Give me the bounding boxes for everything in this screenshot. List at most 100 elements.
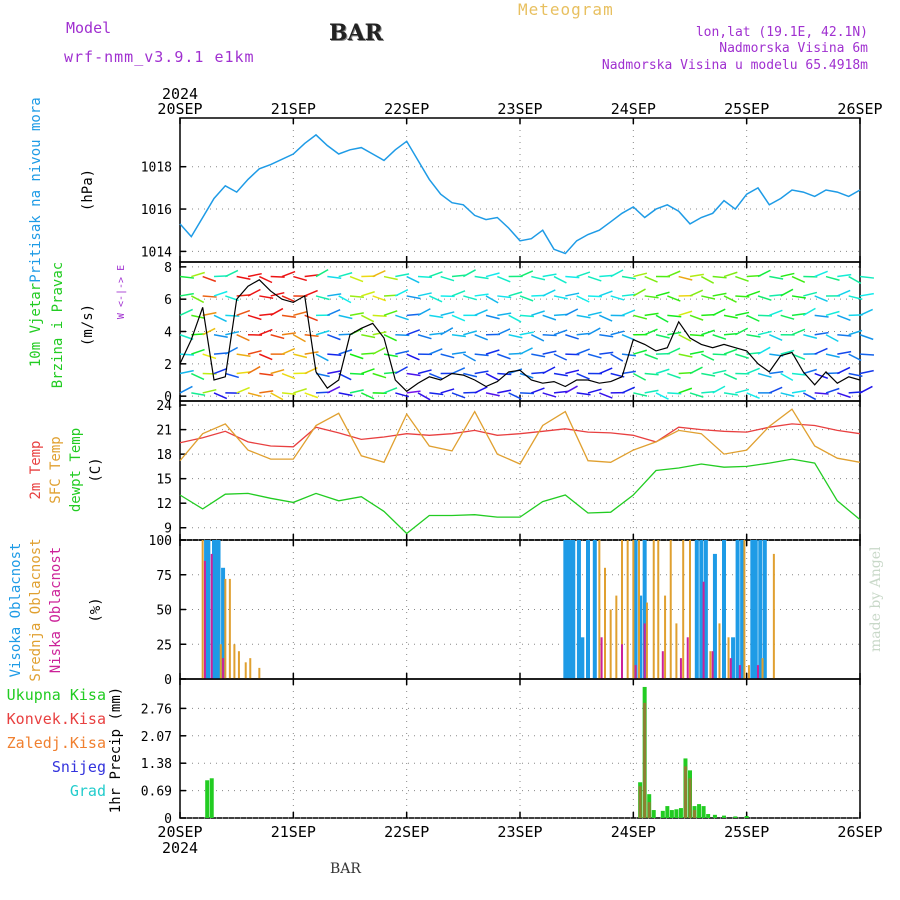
- y-tick-label: 75: [156, 569, 172, 584]
- wind-barb: [451, 274, 467, 278]
- cloud-bar: [689, 540, 691, 679]
- wind-barb: [848, 329, 863, 336]
- wind-barb: [837, 366, 851, 375]
- wind-barb: [395, 350, 410, 355]
- axis-label-cloud: Visoka Oblacnost: [8, 543, 24, 678]
- cloud-bar: [722, 540, 726, 679]
- wind-barb: [814, 392, 829, 395]
- wind-barb: [814, 331, 829, 336]
- y-tick-label: 0: [164, 390, 172, 405]
- wind-barb: [678, 353, 693, 358]
- wind-barb: [644, 328, 658, 336]
- wind-barb: [791, 275, 806, 283]
- y-tick-label: 1.38: [141, 757, 172, 772]
- wind-barb: [655, 314, 669, 323]
- wind-barb: [293, 275, 307, 282]
- wind-barb: [814, 347, 828, 355]
- cloud-bar: [632, 540, 635, 679]
- wind-barb: [791, 353, 806, 361]
- cloud-bar: [586, 540, 590, 679]
- cloud-bar: [703, 540, 708, 679]
- wind-barb: [735, 311, 750, 317]
- axis-label-precip: 1hr Precip (mm): [108, 687, 124, 813]
- wind-barb: [723, 271, 738, 278]
- wind-barb: [281, 392, 297, 396]
- wind-barb: [485, 349, 500, 355]
- precip-bar: [643, 702, 647, 818]
- wind-barb: [224, 346, 239, 355]
- wind-barb: [315, 353, 329, 362]
- axis-unit-wind: (m/s): [80, 304, 96, 346]
- wind-barb: [746, 367, 760, 375]
- wind-barb: [383, 275, 398, 281]
- wind-barb: [247, 349, 262, 355]
- cloud-bar: [201, 540, 204, 679]
- wind-barb: [791, 295, 806, 299]
- wind-barb: [395, 392, 410, 398]
- wind-barb: [780, 349, 795, 355]
- cloud-bar: [762, 540, 767, 679]
- wind-barb: [757, 372, 772, 378]
- wind-barb: [485, 272, 500, 278]
- wind-barb: [587, 311, 602, 317]
- cloud-bar: [643, 623, 646, 679]
- wind-barb: [757, 330, 772, 336]
- wind-barb: [315, 268, 329, 278]
- cloud-bar: [621, 540, 623, 679]
- wind-barb: [213, 314, 227, 323]
- cloud-bar: [221, 567, 226, 679]
- cloud-bar: [233, 644, 236, 679]
- wind-compass: W <-|-> E: [116, 265, 127, 319]
- cloud-bar: [731, 637, 736, 679]
- wind-barb: [485, 372, 499, 381]
- cloud-bar: [203, 560, 206, 679]
- wind-barb: [780, 314, 795, 320]
- wind-barb: [542, 366, 556, 375]
- wind-barb: [202, 311, 217, 317]
- y-tick-label: 9: [164, 522, 172, 537]
- y-tick-label: 2.76: [141, 702, 172, 717]
- wind-barb: [519, 347, 533, 355]
- wind-barb: [519, 331, 534, 336]
- precip-bar: [693, 810, 697, 818]
- wind-barb: [735, 388, 750, 394]
- wind-barb: [667, 295, 681, 302]
- wind-barb: [497, 328, 511, 336]
- wind-barb: [247, 314, 262, 321]
- wind-barb: [383, 371, 399, 375]
- wind-barb: [202, 388, 217, 394]
- precip-legend-entry: Ukupna Kisa: [7, 686, 106, 704]
- wind-barb: [259, 390, 274, 394]
- wind-barb: [349, 389, 364, 394]
- wind-barb: [632, 372, 647, 381]
- wind-barb: [746, 333, 761, 338]
- wind-barb: [394, 366, 408, 375]
- wind-barb: [587, 353, 602, 359]
- precip-bar: [678, 808, 683, 818]
- wind-barb: [712, 334, 727, 340]
- wind-barb: [395, 314, 409, 321]
- wind-barb: [429, 348, 443, 355]
- wind-barb: [689, 273, 704, 278]
- cloud-bar: [747, 665, 750, 679]
- wind-barb: [859, 353, 875, 356]
- wind-barb: [270, 368, 285, 375]
- wind-barb: [689, 366, 703, 375]
- elevation-label: Nadmorska Visina 6m: [719, 41, 868, 56]
- axis-label-cloud: Srednja Oblacnost: [28, 538, 44, 681]
- x-label-top: 23SEP: [497, 100, 542, 118]
- wind-barb: [689, 392, 704, 398]
- cloud-bar: [609, 609, 612, 679]
- axis-unit-temperature: (C): [88, 457, 104, 482]
- wind-barb: [633, 349, 647, 355]
- cloud-bar: [761, 658, 764, 679]
- cloud-bar: [563, 540, 568, 679]
- wind-barb: [644, 389, 659, 394]
- year-label-bottom: 2024: [162, 839, 198, 857]
- wind-barb: [191, 392, 206, 396]
- wind-barb: [281, 347, 296, 355]
- wind-barb: [780, 288, 794, 297]
- wind-barb: [610, 353, 624, 362]
- cloud-bar: [664, 595, 667, 679]
- wind-barb: [406, 295, 421, 300]
